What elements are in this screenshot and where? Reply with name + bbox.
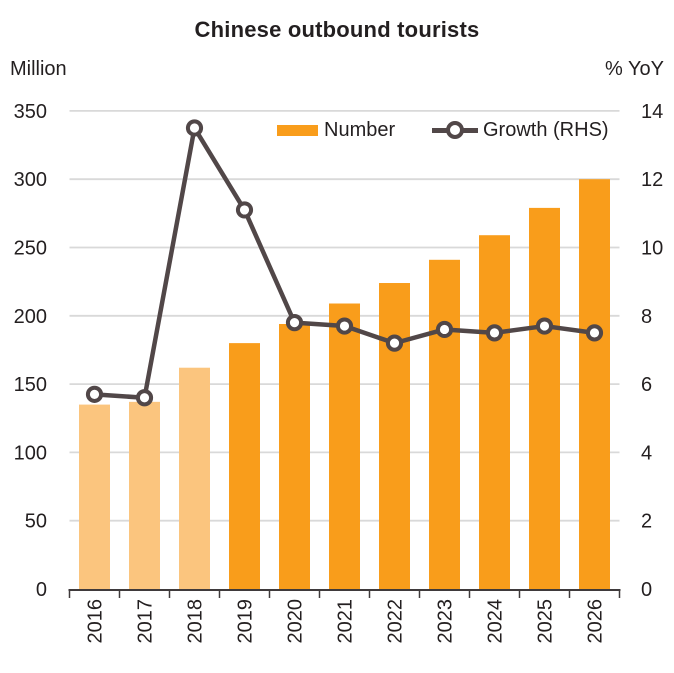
marker-2025 [535,317,554,335]
legend-label-number: Number [324,118,396,141]
bar-2020 [279,323,310,589]
left-axis-tick-label-200: 200 [14,306,47,328]
x-axis-label-2024: 2024 [485,599,507,644]
x-axis-label-2018: 2018 [185,599,207,644]
right-axis-tick-label-2: 2 [641,511,652,533]
bar-2017 [129,401,160,589]
marker-2018 [185,119,204,137]
legend-label-growth: Growth (RHS) [483,118,609,141]
left-axis-tick-label-250: 250 [14,238,47,260]
marker-2017 [135,389,154,407]
marker-2026 [585,324,604,342]
right-axis-tick-label-4: 4 [641,442,652,464]
bar-2018 [179,367,210,589]
left-axis-tick-label-50: 50 [25,511,47,533]
right-axis-tick-label-12: 12 [641,169,663,191]
left-axis-tick-label-100: 100 [14,442,47,464]
right-axis-tick-label-8: 8 [641,306,652,328]
marker-2016 [85,385,104,403]
legend-item-number: Number [277,119,395,141]
right-axis-tick-label-0: 0 [641,579,652,601]
bar-2026 [579,179,610,589]
x-axis-label-2022: 2022 [385,599,407,644]
bar-2022 [379,283,410,589]
bar-2021 [329,303,360,589]
chart-title: Chinese outbound tourists [194,17,480,42]
left-axis-tick-label-300: 300 [14,169,47,191]
x-axis-label-2016: 2016 [85,599,107,644]
bar-2023 [429,259,460,589]
x-axis-label-2026: 2026 [585,599,607,644]
x-axis-label-2017: 2017 [135,599,157,644]
left-axis-tick-label-0: 0 [36,579,47,601]
marker-2022 [385,334,404,352]
left-axis-unit-label: Million [10,58,67,80]
x-axis-label-2025: 2025 [535,599,557,644]
marker-2019 [235,201,254,219]
right-axis-tick-label-10: 10 [641,238,663,260]
marker-2023 [435,320,454,339]
x-axis-label-2020: 2020 [285,599,307,644]
x-axis-label-2019: 2019 [235,599,257,644]
marker-2020 [285,314,304,332]
growth-series-swatch-icon [432,121,478,139]
left-axis-tick-label-150: 150 [14,374,47,396]
right-axis-tick-label-6: 6 [641,374,652,396]
legend-item-growth: Growth (RHS) [432,119,609,141]
x-axis-label-2021: 2021 [335,599,357,644]
marker-2024 [485,324,504,342]
right-axis-unit-label: % YoY [605,58,664,80]
x-axis-label-2023: 2023 [435,599,457,644]
bar-2024 [479,235,510,589]
growth-marker-icon [446,121,464,139]
marker-2021 [335,317,354,335]
bar-2016 [79,404,110,589]
right-axis-tick-label-14: 14 [641,101,663,123]
left-axis-tick-label-350: 350 [14,101,47,123]
bar-2019 [229,343,260,589]
bar-2025 [529,207,560,590]
number-series-swatch-icon [277,124,318,136]
